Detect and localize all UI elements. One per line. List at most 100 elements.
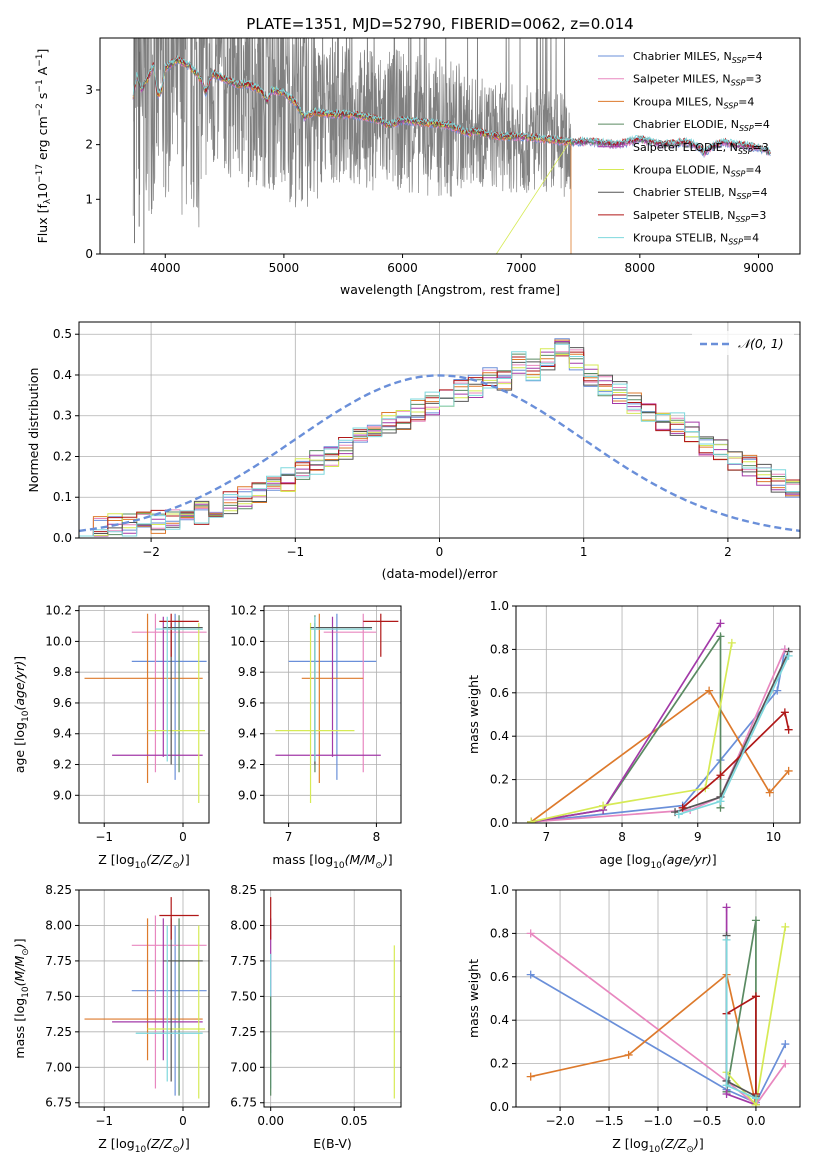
y-tick-label: 9.8 [53, 665, 72, 679]
x-tick-label: 0 [179, 830, 187, 844]
x-axis-label: Z [log10(Z/Z⊙)] [612, 1136, 703, 1155]
mass-weight-line [530, 932, 786, 1107]
y-tick-label: 9.0 [238, 788, 257, 802]
label-sub: 10 [651, 861, 663, 871]
label-sup: −2 [35, 103, 45, 116]
legend-label: Salpeter STELIB, NSSP=3 [633, 209, 766, 224]
legend-label: Salpeter ELODIE, NSSP=3 [633, 141, 769, 156]
x-axis-label: age [log10(age/yr)] [599, 852, 716, 871]
axes-frame [78, 889, 210, 1108]
model-spectrum-line [132, 54, 771, 154]
label-part: age [log [599, 852, 650, 867]
x-tick-label: 0.00 [257, 1114, 284, 1128]
mass-vs-metallicity-panel: −1 06.757.007.257.507.758.008.25Z [log10(… [12, 883, 210, 1155]
label-part: Z [log [612, 1136, 648, 1151]
x-tick-label: 2 [724, 545, 732, 559]
legend-sub: SSP [723, 101, 738, 110]
x-tick-label: −0.5 [692, 1114, 721, 1128]
plot-area [84, 613, 207, 803]
label-italic: (Z/Z [146, 1136, 173, 1151]
label-italic: ) [12, 943, 27, 949]
label-part: 10 [35, 183, 50, 199]
plot-area [79, 338, 800, 538]
label-sub: 10 [135, 861, 147, 871]
mass-weight-line [530, 622, 722, 823]
x-tick-label: 0 [179, 1114, 187, 1128]
y-tick-label: 1 [85, 192, 93, 206]
label-italic: (M/M [12, 956, 27, 987]
y-tick-label: 0.2 [53, 449, 72, 463]
mass-weight-marker [678, 803, 687, 812]
legend-label: Kroupa ELODIE, NSSP=4 [633, 164, 762, 179]
x-tick-label: −1.5 [594, 1114, 623, 1128]
label-sub: λ [43, 198, 53, 204]
x-tick-label: 0 [436, 545, 444, 559]
x-tick-label: −2.0 [545, 1114, 574, 1128]
mass-weight-line [530, 689, 790, 823]
mass-weight-line [530, 642, 733, 823]
label-italic: (M/M [345, 852, 376, 867]
label-sub: 10 [333, 861, 345, 871]
mass-weight-marker [722, 1081, 731, 1090]
legend-label: Chabrier STELIB, NSSP=4 [633, 186, 767, 201]
mass-weight-marker [751, 1094, 760, 1103]
mass-weight-marker [527, 817, 536, 823]
label-sub: 10 [21, 986, 31, 998]
y-tick-label: 0.8 [490, 642, 509, 656]
x-tick-label: 1 [580, 545, 588, 559]
legend-name: Salpeter MILES, N [633, 73, 731, 86]
y-axis-label: Normed distribution [26, 368, 41, 493]
plot-area [270, 897, 395, 1099]
mass-weight-marker [526, 970, 535, 979]
gaussian-reference-curve [79, 374, 800, 533]
label-sup: −1 [35, 79, 45, 92]
legend-sub: SSP [731, 79, 746, 88]
y-axis-label: Flux [fλ10−17 erg cm−2 s−1 A−1] [35, 49, 53, 244]
y-tick-label: 6.75 [230, 1096, 257, 1110]
x-axis-label: (data-model)/error [382, 566, 499, 581]
mass-weight-marker [716, 619, 725, 628]
legend-label: Chabrier ELODIE, NSSP=4 [633, 118, 770, 133]
x-tick-label: 9000 [743, 261, 774, 275]
y-tick-label: 9.2 [238, 758, 257, 772]
legend-sub: SSP [735, 215, 750, 224]
label-italic: ) [382, 852, 388, 867]
residuals-panel: −2 −1 0 1 2 0.0 0.1 0.2 0.3 0.4 0.5 𝒩(0, 1) (data-mo… [26, 321, 801, 581]
y-tick-label: 0.0 [490, 816, 509, 830]
label-part: ] [185, 852, 190, 867]
mass-weight-marker [751, 992, 760, 1001]
axes-frame [263, 605, 402, 824]
y-tick-label: 7.50 [45, 989, 72, 1003]
y-tick-label: 0.4 [53, 368, 72, 382]
label-italic: (Z/Z [146, 852, 173, 867]
legend-count: =3 [750, 209, 766, 222]
label-part: s [35, 93, 50, 104]
y-tick-label: 6.75 [45, 1096, 72, 1110]
plot-area [84, 897, 207, 1099]
x-tick-label: 5000 [269, 261, 300, 275]
label-part: ] [699, 1136, 704, 1151]
x-tick-label: 6000 [387, 261, 418, 275]
mass-weight-marker [722, 903, 731, 912]
y-tick-label: 0.0 [53, 531, 72, 545]
y-tick-label: 7.25 [45, 1025, 72, 1039]
axes-frame [99, 37, 801, 255]
y-tick-label: 0.6 [490, 970, 509, 984]
histogram-step-line [79, 348, 800, 538]
mass-weight-marker [780, 708, 789, 717]
legend-sub: SSP [732, 56, 747, 65]
label-italic: (age/yr) [662, 852, 712, 867]
y-tick-label: 10.0 [45, 634, 72, 648]
x-tick-label: 8 [373, 830, 381, 844]
y-tick-label: 7.00 [230, 1060, 257, 1074]
legend-sub: SSP [731, 170, 746, 179]
y-axis-label: mass weight [466, 959, 481, 1038]
legend-name: Salpeter ELODIE, N [633, 141, 738, 154]
legend-count: =4 [745, 164, 761, 177]
y-tick-label: 3 [85, 83, 93, 97]
mass-weight-marker [781, 1059, 790, 1068]
y-tick-label: 0.3 [53, 409, 72, 423]
y-tick-label: 0.2 [490, 1057, 509, 1071]
legend-count: =4 [738, 95, 754, 108]
mass-weight-marker [705, 686, 714, 695]
